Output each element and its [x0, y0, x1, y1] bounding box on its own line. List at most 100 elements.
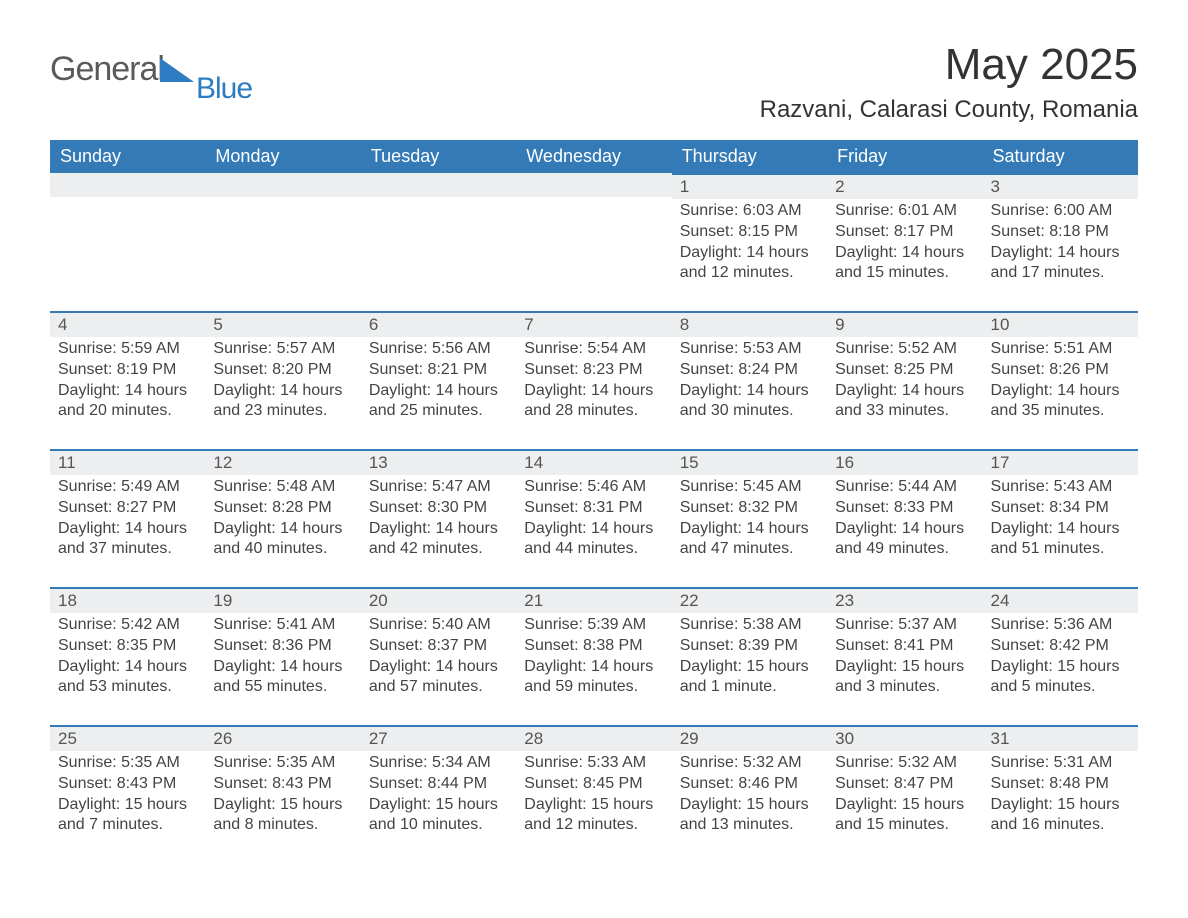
daylight-line: Daylight: 15 hours and 16 minutes. [991, 795, 1130, 837]
daylight-line-label: Daylight: [835, 520, 902, 537]
sunset-line-label: Sunset: [991, 223, 1050, 240]
sunset-line: Sunset: 8:28 PM [213, 498, 352, 519]
sunrise-line-label: Sunrise: [991, 340, 1054, 357]
sunrise-line-value: 5:45 AM [743, 478, 802, 495]
sunset-line-label: Sunset: [991, 637, 1050, 654]
sunset-line: Sunset: 8:20 PM [213, 360, 352, 381]
sunrise-line-label: Sunrise: [369, 478, 432, 495]
calendar-cell: 9Sunrise: 5:52 AMSunset: 8:25 PMDaylight… [827, 311, 982, 449]
sunset-line: Sunset: 8:47 PM [835, 774, 974, 795]
sunset-line-label: Sunset: [835, 361, 894, 378]
sunset-line-value: 8:46 PM [738, 775, 798, 792]
daylight-line-label: Daylight: [369, 796, 436, 813]
sunset-line-value: 8:35 PM [117, 637, 177, 654]
sunrise-line-label: Sunrise: [835, 616, 898, 633]
calendar-cell: 24Sunrise: 5:36 AMSunset: 8:42 PMDayligh… [983, 587, 1138, 725]
sunrise-line: Sunrise: 5:53 AM [680, 339, 819, 360]
sunrise-line: Sunrise: 5:33 AM [524, 753, 663, 774]
day-number: 11 [50, 449, 205, 475]
sunrise-line-label: Sunrise: [524, 478, 587, 495]
sunset-line: Sunset: 8:27 PM [58, 498, 197, 519]
daylight-line-label: Daylight: [835, 796, 902, 813]
day-details: Sunrise: 5:33 AMSunset: 8:45 PMDaylight:… [516, 751, 671, 840]
daylight-line-label: Daylight: [524, 520, 591, 537]
sunrise-line: Sunrise: 5:45 AM [680, 477, 819, 498]
daylight-line: Daylight: 14 hours and 40 minutes. [213, 519, 352, 561]
calendar-cell [50, 173, 205, 311]
weekday-header: Sunday [50, 140, 205, 173]
calendar-cell: 17Sunrise: 5:43 AMSunset: 8:34 PMDayligh… [983, 449, 1138, 587]
sunrise-line-label: Sunrise: [58, 340, 121, 357]
sunrise-line: Sunrise: 6:03 AM [680, 201, 819, 222]
calendar-cell: 4Sunrise: 5:59 AMSunset: 8:19 PMDaylight… [50, 311, 205, 449]
sunrise-line-value: 5:47 AM [432, 478, 491, 495]
daylight-line: Daylight: 15 hours and 13 minutes. [680, 795, 819, 837]
calendar-week-row: 18Sunrise: 5:42 AMSunset: 8:35 PMDayligh… [50, 587, 1138, 725]
sunset-line-label: Sunset: [835, 499, 894, 516]
daylight-line-label: Daylight: [213, 658, 280, 675]
empty-day-bar [50, 173, 205, 197]
sunrise-line: Sunrise: 5:35 AM [213, 753, 352, 774]
sunset-line-value: 8:18 PM [1049, 223, 1109, 240]
sunrise-line-label: Sunrise: [213, 754, 276, 771]
sunrise-line-value: 5:34 AM [432, 754, 491, 771]
sunset-line-label: Sunset: [835, 775, 894, 792]
sunrise-line-value: 5:35 AM [121, 754, 180, 771]
sunset-line: Sunset: 8:38 PM [524, 636, 663, 657]
sunrise-line-value: 5:52 AM [898, 340, 957, 357]
daylight-line-label: Daylight: [680, 244, 747, 261]
sunset-line-label: Sunset: [524, 637, 583, 654]
calendar-table: SundayMondayTuesdayWednesdayThursdayFrid… [50, 140, 1138, 863]
empty-day-bar [205, 173, 360, 197]
daylight-line-label: Daylight: [369, 520, 436, 537]
sunset-line: Sunset: 8:46 PM [680, 774, 819, 795]
sunrise-line-value: 5:51 AM [1054, 340, 1113, 357]
daylight-line-label: Daylight: [58, 382, 125, 399]
day-number: 25 [50, 725, 205, 751]
day-number: 5 [205, 311, 360, 337]
calendar-cell: 22Sunrise: 5:38 AMSunset: 8:39 PMDayligh… [672, 587, 827, 725]
calendar-cell: 26Sunrise: 5:35 AMSunset: 8:43 PMDayligh… [205, 725, 360, 863]
calendar-cell: 6Sunrise: 5:56 AMSunset: 8:21 PMDaylight… [361, 311, 516, 449]
daylight-line: Daylight: 14 hours and 37 minutes. [58, 519, 197, 561]
sunrise-line-value: 5:35 AM [277, 754, 336, 771]
day-details: Sunrise: 5:52 AMSunset: 8:25 PMDaylight:… [827, 337, 982, 426]
sunset-line-value: 8:17 PM [894, 223, 954, 240]
day-details: Sunrise: 5:44 AMSunset: 8:33 PMDaylight:… [827, 475, 982, 564]
sunrise-line: Sunrise: 5:39 AM [524, 615, 663, 636]
day-number: 3 [983, 173, 1138, 199]
sunset-line-label: Sunset: [58, 499, 117, 516]
day-number: 6 [361, 311, 516, 337]
day-number: 20 [361, 587, 516, 613]
sunset-line-value: 8:30 PM [428, 499, 488, 516]
sunrise-line: Sunrise: 5:42 AM [58, 615, 197, 636]
sunrise-line-label: Sunrise: [58, 754, 121, 771]
sunset-line-label: Sunset: [213, 775, 272, 792]
sunrise-line-value: 5:33 AM [587, 754, 646, 771]
sunset-line-value: 8:37 PM [428, 637, 488, 654]
daylight-line: Daylight: 14 hours and 53 minutes. [58, 657, 197, 699]
day-number: 1 [672, 173, 827, 199]
sunrise-line: Sunrise: 5:35 AM [58, 753, 197, 774]
sunrise-line: Sunrise: 5:32 AM [835, 753, 974, 774]
sunset-line-value: 8:23 PM [583, 361, 643, 378]
daylight-line-label: Daylight: [524, 658, 591, 675]
calendar-cell: 28Sunrise: 5:33 AMSunset: 8:45 PMDayligh… [516, 725, 671, 863]
sunset-line-value: 8:31 PM [583, 499, 643, 516]
day-number: 23 [827, 587, 982, 613]
day-number: 14 [516, 449, 671, 475]
calendar-cell: 10Sunrise: 5:51 AMSunset: 8:26 PMDayligh… [983, 311, 1138, 449]
day-details: Sunrise: 5:32 AMSunset: 8:46 PMDaylight:… [672, 751, 827, 840]
calendar-cell: 13Sunrise: 5:47 AMSunset: 8:30 PMDayligh… [361, 449, 516, 587]
sunset-line-label: Sunset: [680, 637, 739, 654]
day-number: 7 [516, 311, 671, 337]
daylight-line: Daylight: 14 hours and 20 minutes. [58, 381, 197, 423]
daylight-line-label: Daylight: [524, 382, 591, 399]
sunset-line: Sunset: 8:18 PM [991, 222, 1130, 243]
sunset-line-label: Sunset: [680, 775, 739, 792]
sunset-line: Sunset: 8:43 PM [213, 774, 352, 795]
sunrise-line-label: Sunrise: [835, 478, 898, 495]
day-number: 21 [516, 587, 671, 613]
sunset-line: Sunset: 8:15 PM [680, 222, 819, 243]
calendar-cell: 15Sunrise: 5:45 AMSunset: 8:32 PMDayligh… [672, 449, 827, 587]
